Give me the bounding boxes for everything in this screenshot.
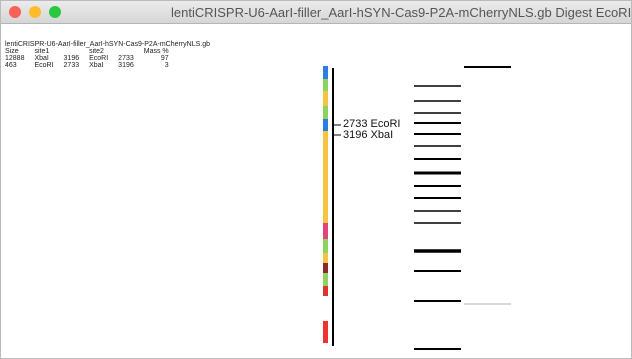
- feature-segment: [323, 223, 328, 239]
- feature-segment: [323, 263, 328, 273]
- feature-segment: [323, 91, 328, 106]
- window: lentiCRISPR-U6-AarI-filler_AarI-hSYN-Cas…: [0, 0, 632, 359]
- feature-segment: [323, 106, 328, 119]
- feature-segment: [323, 66, 328, 79]
- site-label: 3196 XbaI: [343, 129, 393, 141]
- feature-segment: [323, 119, 328, 131]
- feature-segment: [323, 273, 328, 286]
- feature-segment: [323, 296, 328, 321]
- feature-segment: [323, 79, 328, 91]
- map-and-gel: [1, 1, 631, 358]
- feature-segment: [323, 253, 328, 263]
- feature-segment: [323, 131, 328, 223]
- feature-segment: [323, 286, 328, 296]
- feature-segment: [323, 239, 328, 253]
- feature-segment: [323, 321, 328, 343]
